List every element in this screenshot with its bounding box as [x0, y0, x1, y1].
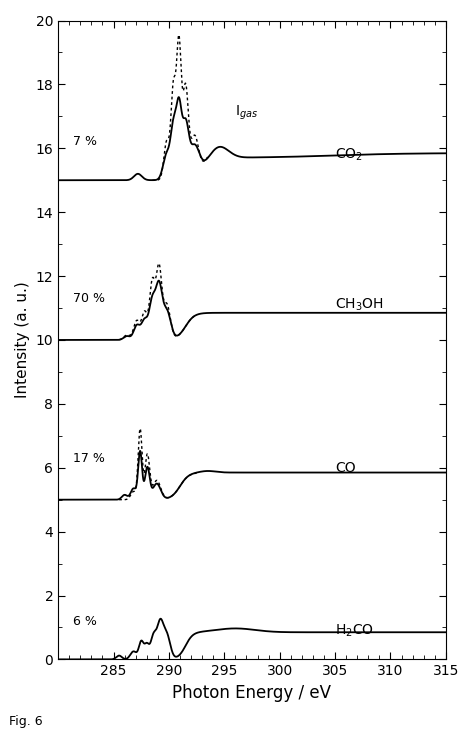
Text: 7 %: 7 %	[73, 135, 97, 149]
Text: H$_2$CO: H$_2$CO	[335, 622, 374, 638]
Text: CH$_3$OH: CH$_3$OH	[335, 296, 384, 313]
Text: 6 %: 6 %	[73, 615, 96, 627]
Text: Fig. 6: Fig. 6	[9, 715, 43, 728]
Text: CO: CO	[335, 460, 356, 474]
X-axis label: Photon Energy / eV: Photon Energy / eV	[173, 684, 331, 702]
Text: 17 %: 17 %	[73, 452, 104, 465]
Text: I$_{gas}$: I$_{gas}$	[236, 104, 259, 122]
Text: CO$_2$: CO$_2$	[335, 146, 363, 163]
Y-axis label: Intensity (a. u.): Intensity (a. u.)	[15, 282, 30, 398]
Text: 70 %: 70 %	[73, 292, 105, 305]
